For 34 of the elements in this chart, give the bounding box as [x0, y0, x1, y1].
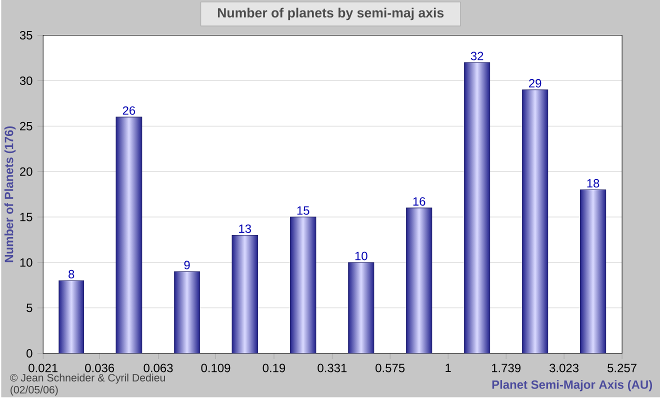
data-label: 13 — [239, 224, 252, 233]
y-axis-title: Number of Planets (176) — [4, 126, 16, 262]
x-tick-label: 0.063 — [144, 364, 173, 372]
text: (02/05/06) — [10, 386, 58, 396]
x-tick-label: 0.331 — [318, 364, 347, 372]
x-tick-label: 1 — [446, 364, 451, 372]
data-label: 9 — [184, 260, 190, 270]
x-tick-label: 0.575 — [376, 364, 405, 372]
x-tick-label: 0.19 — [262, 364, 286, 372]
data-label: 8 — [68, 270, 74, 278]
x-tick-label: 5.257 — [608, 364, 636, 372]
data-label: 10 — [355, 252, 368, 260]
x-axis-title: Planet Semi-Major Axis (AU) — [492, 380, 652, 392]
chart-title: Number of planets by semi-maj axis — [218, 8, 444, 20]
y-tick-label: 30 — [20, 76, 32, 85]
y-tick-label: 0 — [26, 349, 32, 358]
text: © Jean Schneider & Cyril Dedieu — [10, 374, 165, 384]
x-tick-label: 0.036 — [85, 364, 114, 372]
y-tick-label: 10 — [20, 258, 32, 267]
data-label: 16 — [413, 197, 426, 206]
x-tick-label: 3.023 — [550, 364, 579, 372]
x-tick-label: 0.021 — [28, 364, 58, 372]
data-label: 29 — [529, 79, 542, 88]
y-tick-label: 20 — [20, 167, 32, 176]
data-label: 18 — [587, 179, 600, 188]
data-label: 32 — [470, 52, 484, 60]
y-tick-label: 25 — [20, 122, 32, 130]
x-tick-label: 0.109 — [201, 364, 230, 372]
y-tick-label: 15 — [20, 212, 32, 222]
y-tick-label: 5 — [26, 304, 32, 312]
data-label: 26 — [122, 106, 136, 115]
x-tick-label: 1.739 — [492, 364, 521, 372]
y-tick-label: 35 — [20, 31, 32, 40]
data-label: 15 — [297, 206, 310, 215]
